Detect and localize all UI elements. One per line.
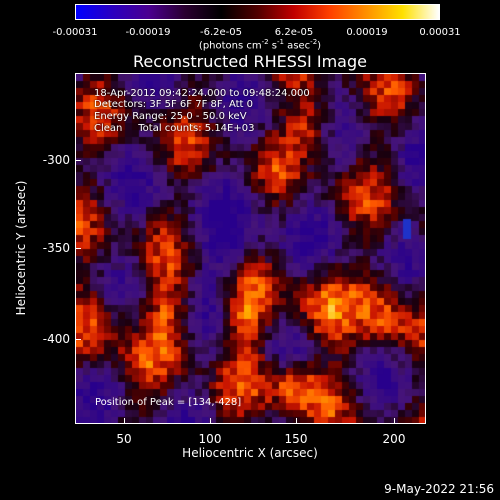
peak-position-label: Position of Peak = [134,-428] xyxy=(95,397,242,408)
x-tick-mark xyxy=(124,418,125,424)
y-tick-mark xyxy=(75,339,81,340)
colorbar-tick-label: 6.2e-05 xyxy=(274,27,314,38)
algorithm-counts-label: Clean Total counts: 5.14E+03 xyxy=(94,123,255,134)
colorbar-tick-label: 0.00019 xyxy=(346,27,388,38)
x-tick-mark xyxy=(394,418,395,424)
y-axis-label: Heliocentric Y (arcsec) xyxy=(14,180,28,316)
x-tick-label: 50 xyxy=(116,432,132,446)
x-tick-label: 100 xyxy=(198,432,222,446)
image-plot xyxy=(75,73,426,424)
y-tick-label: -400 xyxy=(42,332,70,346)
x-tick-mark xyxy=(210,418,211,424)
image-title: Reconstructed RHESSI Image xyxy=(133,52,367,71)
colorbar-tick-label: 0.00031 xyxy=(419,27,461,38)
energy-range-label: Energy Range: 25.0 - 50.0 keV xyxy=(94,111,247,122)
detectors-label: Detectors: 3F 5F 6F 7F 8F, Att 0 xyxy=(94,99,254,110)
colorbar-tick-label: -0.00031 xyxy=(52,27,98,38)
colorbar-units: (photons cm-2 s-1 asec-2) xyxy=(198,38,322,52)
plot-timestamp: 9-May-2022 21:56 xyxy=(384,482,494,496)
colorbar-tick-label: -0.00019 xyxy=(125,27,171,38)
y-tick-mark xyxy=(75,248,81,249)
x-tick-label: 150 xyxy=(284,432,308,446)
rhessi-image-map xyxy=(76,74,425,423)
y-tick-label: -300 xyxy=(42,153,70,167)
x-axis-label: Heliocentric X (arcsec) xyxy=(182,446,318,460)
y-tick-mark xyxy=(75,160,81,161)
colorbar xyxy=(75,4,440,20)
x-tick-mark xyxy=(296,418,297,424)
x-tick-label: 200 xyxy=(382,432,406,446)
y-tick-label: -350 xyxy=(42,241,70,255)
time-range-label: 18-Apr-2012 09:42:24.000 to 09:48:24.000 xyxy=(94,88,310,99)
colorbar-tick-label: -6.2e-05 xyxy=(200,27,242,38)
